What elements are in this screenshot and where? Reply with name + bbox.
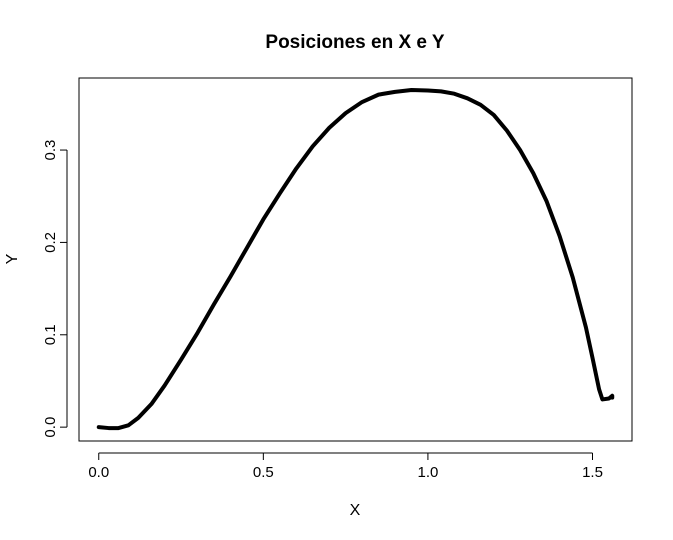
y-tick-label: 0.3 <box>42 140 59 161</box>
y-axis-label: Y <box>4 253 21 264</box>
x-tick-label: 0.5 <box>253 464 274 481</box>
plot-frame <box>78 77 633 442</box>
x-tick-label: 0.0 <box>88 464 109 481</box>
y-tick-label: 0.1 <box>42 324 59 345</box>
chart-title: Posiciones en X e Y <box>265 32 445 53</box>
x-tick-label: 1.5 <box>582 464 603 481</box>
x-tick-label: 1.0 <box>417 464 438 481</box>
x-axis: 0.0 0.5 1.0 1.5 <box>88 452 603 481</box>
series-layer <box>96 88 615 431</box>
series-line <box>96 88 615 431</box>
y-tick-label: 0.0 <box>42 417 59 438</box>
y-tick-label: 0.2 <box>42 232 59 253</box>
x-axis-label: X <box>350 502 361 519</box>
y-axis: 0.0 0.1 0.2 0.3 <box>42 140 68 438</box>
